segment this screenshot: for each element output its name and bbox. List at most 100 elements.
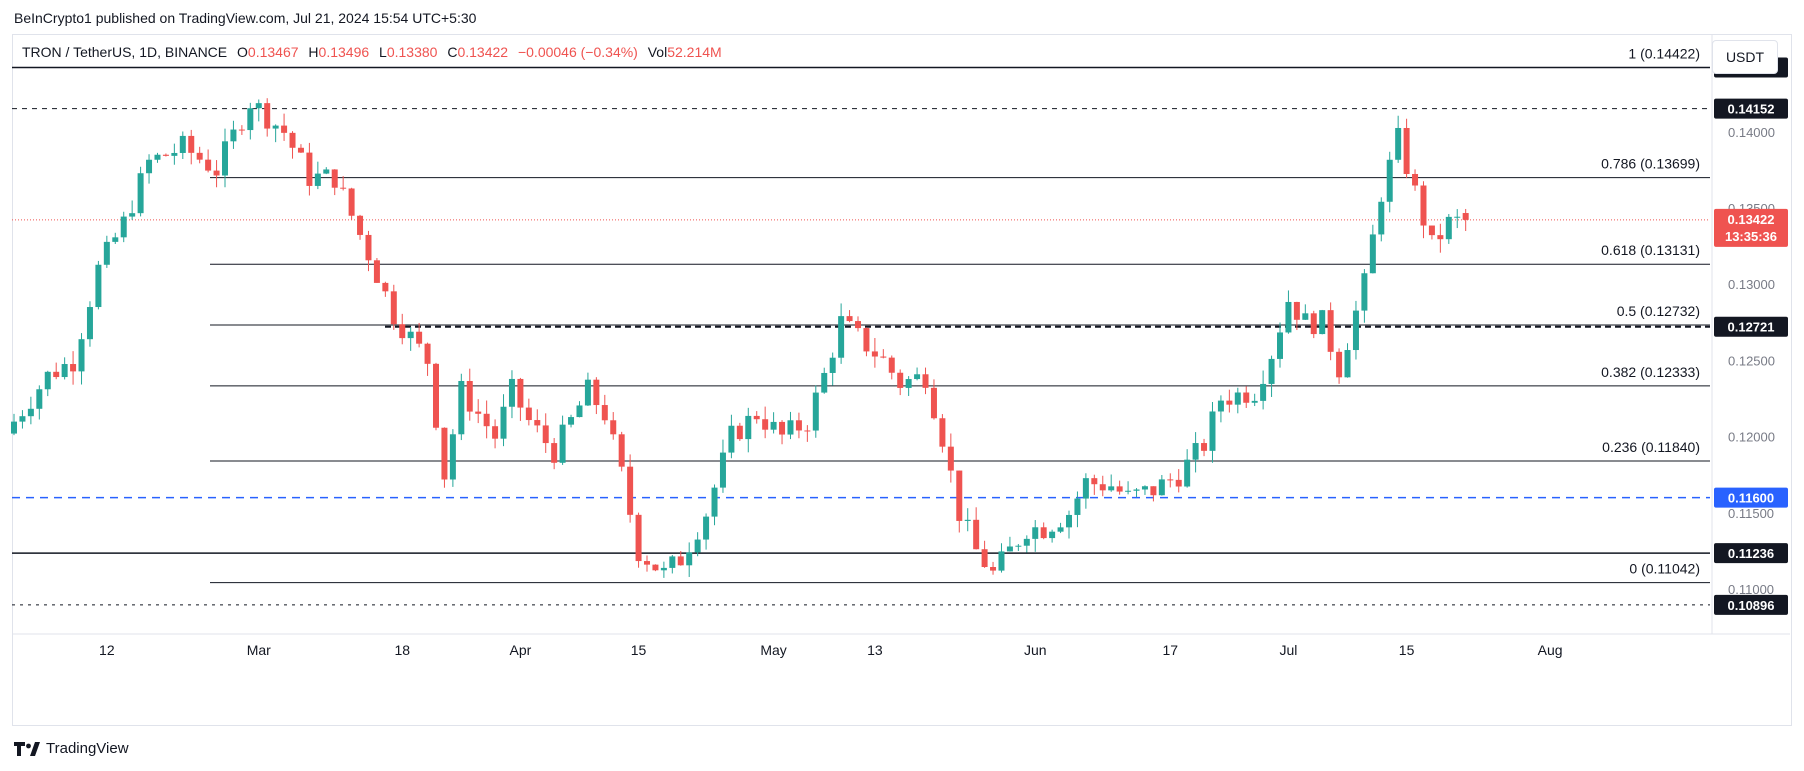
candle-down [880,356,887,358]
candle-down [1243,392,1250,403]
change-value: −0.00046 (−0.34%) [517,44,638,60]
fib-level-label: 0.786 (0.13699) [1601,156,1700,172]
candle-down [871,351,878,357]
candle-down [1403,127,1410,174]
candle-down [897,372,904,388]
candle-down [1201,443,1208,451]
candle-down [1091,478,1098,485]
candle-up [1395,127,1402,160]
price-tag-label: 0.10896 [1728,598,1775,613]
candle-up [838,316,845,358]
candle-up [272,125,279,129]
candle-up [576,405,583,418]
high-value: 0.13496 [318,44,370,60]
candle-down [517,378,524,408]
candle-down [1462,213,1469,220]
open-value: 0.13467 [247,44,299,60]
candle-down [357,215,364,235]
candle-up [669,556,676,568]
candle-down [939,418,946,447]
candle-down [196,152,203,160]
candle-up [829,357,836,373]
y-axis-tick-label: 0.11500 [1728,506,1774,521]
candle-down [70,364,77,372]
candle-down [238,129,245,131]
x-axis-tick-label: 13 [867,642,883,658]
candle-up [559,424,566,463]
candle-down [762,419,769,430]
candle-down [610,420,617,435]
candle-down [289,132,296,148]
candle-up [1369,234,1376,274]
candle-down [483,413,490,427]
symbol-label[interactable]: TRON / TetherUS, 1D, BINANCE [22,44,228,60]
candle-up [1023,538,1030,546]
candle-up [44,371,51,390]
candle-up [719,452,726,488]
candle-up [314,173,321,186]
candle-up [703,516,710,540]
candle-down [677,556,684,566]
last-price-countdown: 13:35:36 [1725,229,1777,244]
candle-down [188,135,195,153]
candle-down [1336,351,1343,378]
candle-up [1066,514,1072,528]
y-axis-tick-label: 0.14000 [1728,125,1775,140]
candle-down [1420,185,1427,226]
candle-up [821,372,828,393]
candle-down [475,411,482,414]
fib-level-label: 0.5 (0.12732) [1617,303,1700,319]
candle-down [627,466,634,515]
candle-down [804,430,811,432]
currency-button[interactable]: USDT [1712,40,1778,74]
candle-down [635,514,642,562]
candle-up [1319,310,1326,335]
candle-up [905,379,912,388]
candle-down [1310,313,1317,335]
candle-down [618,434,625,467]
last-price-tag-bg [1714,208,1788,247]
candle-down [1428,225,1435,236]
candle-down [855,321,861,329]
candle-up [129,213,136,217]
candle-up [230,129,237,142]
candle-down [534,420,541,426]
candle-up [449,434,456,480]
candle-up [1049,531,1056,539]
candle-up [1209,411,1216,451]
candle-up [711,487,718,517]
candle-up [1074,498,1081,515]
price-tag-bg [1714,98,1788,119]
ohlc-legend: TRON / TetherUS, 1D, BINANCE O0.13467 H0… [22,44,722,60]
candle-up [1184,459,1191,487]
candle-up [1251,400,1258,403]
low-label: L [379,44,387,60]
candle-up [179,135,186,153]
candle-down [930,387,937,419]
candle-up [146,159,153,174]
candle-up [222,141,228,176]
candle-up [247,108,254,131]
candle-down [1175,479,1182,487]
high-label: H [308,44,319,60]
candle-up [120,216,127,238]
price-tag-label: 0.14152 [1728,102,1775,117]
candle-up [1006,546,1013,552]
candle-up [500,406,507,439]
price-tag-label: 0.11236 [1728,546,1774,561]
candle-up [95,264,102,308]
footer-brand: TradingView [14,740,129,757]
x-axis-tick-label: 15 [1399,642,1415,658]
candle-down [753,415,760,420]
candle-up [11,421,17,434]
chart-frame[interactable] [12,34,1792,726]
candle-up [86,307,93,340]
candle-down [331,169,338,188]
candle-up [787,420,794,435]
candle-down [340,187,347,189]
candle-up [998,551,1005,571]
candle-up [964,519,971,521]
candle-up [1344,350,1351,378]
x-axis-tick-label: 12 [99,642,115,658]
